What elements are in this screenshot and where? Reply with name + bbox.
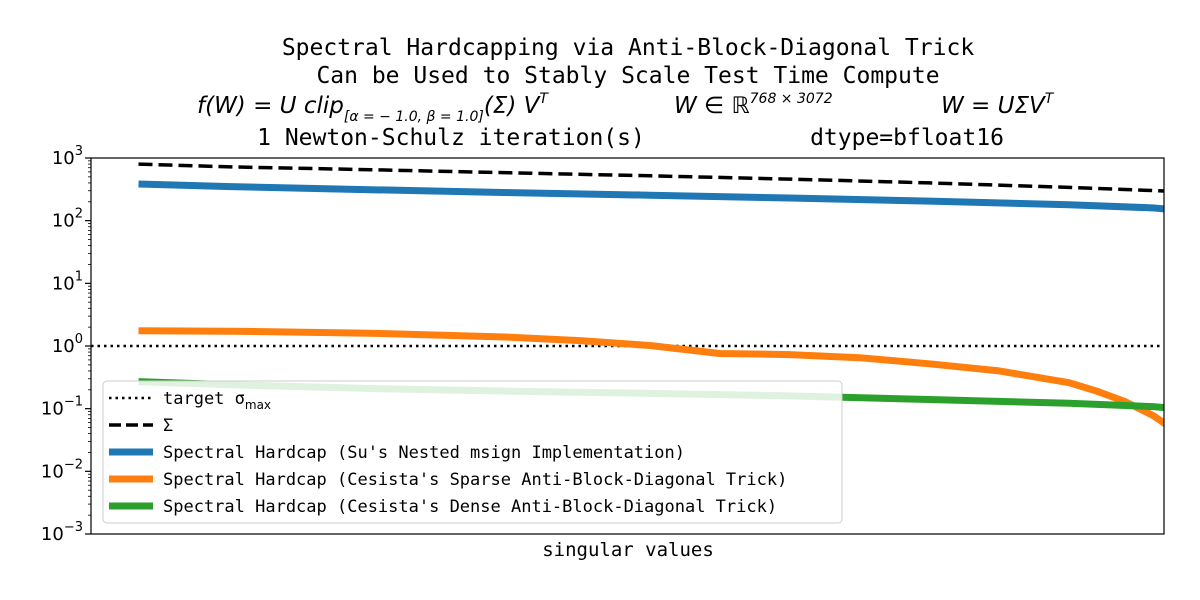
y-tick-label-2: 101: [52, 269, 83, 294]
legend-label-0: target σmax: [163, 389, 271, 412]
y-tick-base: 10: [52, 211, 75, 232]
y-tick-base: 10: [41, 461, 64, 482]
title-line-2: Can be Used to Stably Scale Test Time Co…: [316, 63, 939, 89]
formula-svd-lhs: W = UΣV: [941, 93, 1047, 119]
legend-box: [102, 380, 843, 524]
y-tick-base: 10: [52, 336, 75, 357]
series-line-1: [138, 162, 1164, 193]
formula-f-rhs: (Σ) V: [484, 93, 542, 119]
formula-svd-sup: T: [1045, 91, 1055, 107]
y-tick-label-0: 103: [52, 144, 83, 169]
formula-line: f(W) = U clip[α = − 1.0, β = 1.0](Σ) VT …: [197, 91, 1055, 125]
formula-f-sub: [α = − 1.0, β = 1.0]: [344, 109, 484, 125]
y-tick-base: 10: [52, 148, 75, 169]
subtitle-iterations: 1 Newton-Schulz iteration(s): [257, 125, 645, 151]
formula-w-lhs: W ∈ ℝ: [674, 93, 750, 119]
legend: target σmax Σ Spectral Hardcap (Su's Neste…: [102, 380, 843, 524]
formula-f-sup: T: [539, 91, 549, 107]
y-tick-base: 10: [52, 273, 75, 294]
y-tick-exp: 3: [75, 144, 83, 159]
y-tick-label-1: 102: [52, 207, 83, 232]
formula-w-sup: 768 × 3072: [750, 91, 833, 107]
x-axis-label: singular values: [542, 539, 714, 561]
formula-w: W ∈ ℝ768 × 3072: [674, 91, 833, 119]
y-tick-base: 10: [41, 399, 64, 420]
y-tick-label-5: 10−2: [41, 457, 83, 482]
y-tick-exp: −2: [64, 457, 83, 472]
y-tick-base: 10: [41, 524, 64, 545]
series-line-2: [138, 180, 1164, 213]
y-tick-exp: −3: [64, 520, 83, 535]
y-tick-exp: −1: [64, 395, 83, 410]
y-tick-exp: 1: [75, 269, 83, 284]
legend-label-2: Spectral Hardcap (Su's Nested msign Impl…: [163, 443, 685, 463]
y-tick-label-6: 10−3: [41, 520, 83, 545]
formula-f: f(W) = U clip[α = − 1.0, β = 1.0](Σ) VT: [197, 91, 549, 125]
y-tick-exp: 2: [75, 207, 83, 222]
chart-title: Spectral Hardcapping via Anti-Block-Diag…: [282, 35, 975, 89]
y-tick-label-3: 100: [52, 332, 83, 357]
y-tick-label-4: 10−1: [41, 395, 83, 420]
legend-label-4: Spectral Hardcap (Cesista's Dense Anti-B…: [163, 497, 777, 517]
formula-f-lhs: f(W) = U clip: [197, 93, 344, 119]
legend-items: target σmax Σ Spectral Hardcap (Su's Neste…: [109, 389, 787, 517]
y-tick-exp: 0: [75, 332, 83, 347]
title-line-1: Spectral Hardcapping via Anti-Block-Diag…: [282, 35, 975, 61]
series-line-3: [138, 327, 1164, 428]
legend-label-3: Spectral Hardcap (Cesista's Sparse Anti-…: [163, 470, 787, 490]
subtitle-dtype: dtype=bfloat16: [810, 125, 1004, 151]
formula-svd: W = UΣVT: [941, 91, 1055, 119]
legend-label-1: Σ: [163, 416, 173, 436]
